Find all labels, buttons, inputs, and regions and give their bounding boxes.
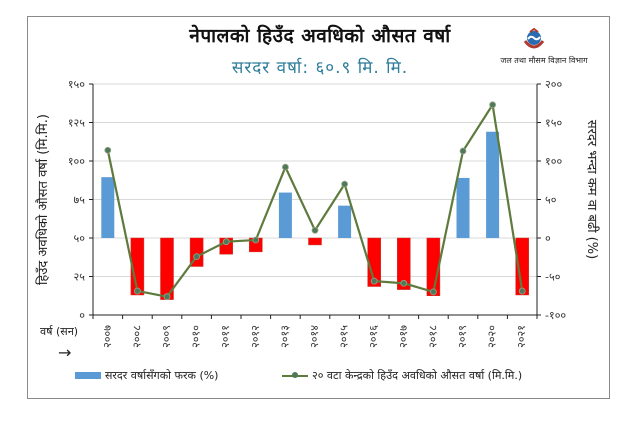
left-axis-title: हिउँद अवधिको औसत वर्षा (मि.मि.) (35, 114, 51, 285)
left-tick-label: १०० (68, 155, 85, 168)
left-tick-label: १२५ (68, 117, 85, 130)
legend: सरदर वर्षासँगको फरक (%) २० वटा केन्द्रको… (0, 368, 640, 388)
x-tick-label: २०१७ (397, 325, 410, 348)
left-tick-label: ५० (74, 232, 86, 245)
bar-2013 (278, 192, 292, 238)
x-tick-label: २०१६ (367, 325, 380, 348)
chart-frame (27, 16, 610, 399)
right-tick-label: २०० (545, 78, 562, 91)
line-marker-2014 (311, 226, 319, 234)
bar-2020 (486, 131, 500, 238)
x-tick-label: २००९ (160, 325, 173, 348)
left-tick-label: ० (79, 309, 85, 322)
legend-item-line: २० वटा केन्द्रको हिउँद अवधिको औसत वर्षा … (282, 368, 522, 383)
bar-2017 (397, 237, 411, 290)
line-marker-2010 (193, 253, 201, 261)
right-axis-title: सरदर भन्दा कम वा बढी (%) (584, 120, 600, 259)
bar-2014 (308, 237, 322, 246)
line-marker-2019 (459, 147, 467, 155)
right-tick-label: -५० (545, 271, 561, 284)
x-tick-label: २०१२ (249, 325, 262, 348)
x-axis-title: वर्ष (सन) (40, 325, 78, 338)
x-tick-label: २०१४ (308, 325, 321, 348)
line-marker-2020 (489, 101, 497, 109)
x-tick-label: २०१९ (456, 325, 469, 348)
line-marker-2015 (341, 180, 349, 188)
legend-bar-swatch (75, 372, 101, 379)
left-tick-label: ७५ (74, 194, 86, 207)
x-tick-label: २०१५ (338, 325, 351, 348)
right-tick-label: ५० (545, 194, 557, 207)
legend-line-label: २० वटा केन्द्रको हिउँद अवधिको औसत वर्षा … (312, 369, 523, 382)
right-tick-label: ० (545, 232, 551, 245)
bar-2021 (515, 237, 529, 296)
right-tick-label: १५० (545, 117, 562, 130)
line-marker-2018 (429, 288, 437, 296)
x-tick-label: २०१० (190, 325, 203, 348)
line-marker-2007 (104, 146, 112, 154)
right-tick-label: -१०० (545, 309, 566, 322)
line-marker-2016 (370, 277, 378, 285)
right-tick-label: १०० (545, 155, 562, 168)
bar-2015 (338, 205, 352, 238)
legend-item-bar: सरदर वर्षासँगको फरक (%) (75, 368, 218, 383)
x-tick-label: २००८ (130, 325, 143, 348)
chart-title: नेपालको हिउँद अवधिको औसत वर्षा (189, 25, 451, 47)
left-tick-label: २५ (74, 271, 86, 284)
chart-subtitle: सरदर वर्षा: ६०.९ मि. मि. (231, 58, 409, 78)
legend-line-swatch (282, 371, 308, 380)
x-tick-label: २०२१ (515, 325, 528, 348)
line-marker-2008 (133, 287, 141, 295)
bar-2007 (101, 177, 115, 238)
bar-2019 (456, 177, 470, 238)
x-tick-label: २००७ (101, 325, 114, 348)
legend-bar-label: सरदर वर्षासँगको फरक (%) (105, 369, 219, 382)
left-tick-label: १५० (68, 78, 85, 91)
line-marker-2013 (281, 163, 289, 171)
department-name: जल तथा मौसम विज्ञान विभाग (500, 56, 588, 65)
line-marker-2012 (252, 236, 260, 244)
line-marker-2009 (163, 293, 171, 301)
x-tick-label: २०११ (219, 325, 232, 348)
x-axis-arrow-icon: → (58, 343, 71, 362)
line-marker-2021 (518, 287, 526, 295)
government-emblem-icon (523, 27, 545, 49)
line-marker-2017 (400, 279, 408, 287)
line-marker-2011 (222, 238, 230, 246)
x-tick-label: २०१८ (426, 325, 439, 348)
x-tick-label: २०१३ (278, 325, 291, 348)
x-tick-label: २०२० (486, 325, 499, 348)
